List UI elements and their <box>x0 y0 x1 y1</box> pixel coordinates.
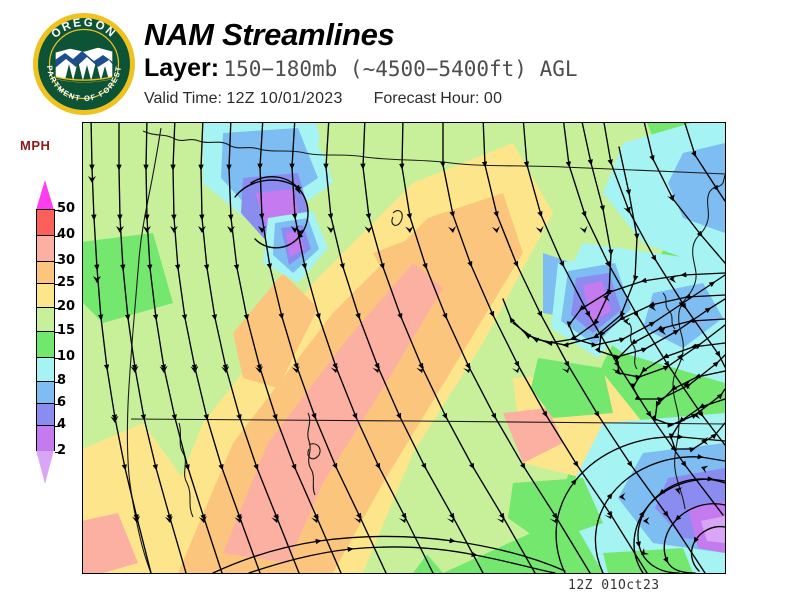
layer-value: 150−180mb (~4500−5400ft) AGL <box>223 57 578 81</box>
colorbar-band-30: 30 <box>36 253 75 283</box>
colorbar-band-40: 40 <box>36 227 75 261</box>
valid-time-label: Valid Time: <box>144 90 222 107</box>
colorbar-units-label: MPH <box>20 138 51 153</box>
colorbar-tick-label-40: 40 <box>57 227 76 242</box>
colorbar-tickmark-20 <box>55 308 60 309</box>
colorbar-tick-label-25: 25 <box>57 275 76 290</box>
colorbar-tickmark-2 <box>55 452 60 453</box>
colorbar-over-arrow <box>36 180 54 210</box>
colorbar-tick-label-8: 8 <box>57 373 67 388</box>
colorbar-tick-label-6: 6 <box>57 395 67 410</box>
colorbar-tickmark-10 <box>55 358 60 359</box>
map-timestamp: 12Z 01Oct23 <box>568 578 660 593</box>
streamline-map[interactable] <box>82 122 726 574</box>
map-canvas <box>83 123 725 573</box>
colorbar-band-20: 20 <box>36 299 75 331</box>
colorbar-tickmark-15 <box>55 332 60 333</box>
page-title: NAM Streamlines <box>144 17 395 52</box>
colorbar-tickmark-6 <box>55 404 60 405</box>
page-header: OREGON DEPARTMENT OF FORESTRY NAM Stream… <box>0 0 800 120</box>
streamline-arrow-glyphs <box>88 176 709 555</box>
colorbar-band-8: 8 <box>36 373 66 403</box>
forecast-hour-label: Forecast Hour: <box>373 90 480 107</box>
colorbar-tick-label-50: 50 <box>57 201 76 216</box>
colorbar-tickmark-25 <box>55 284 60 285</box>
colorbar-stack: 50 40 30 25 20 15 10 8 6 4 2 <box>36 180 75 484</box>
colorbar-tick-label-15: 15 <box>57 323 76 338</box>
title-block: NAM Streamlines Layer: 150−180mb (~4500−… <box>144 18 578 108</box>
colorbar-tickmark-40 <box>55 236 60 237</box>
colorbar-tick-label-2: 2 <box>57 443 67 458</box>
colorbar-tickmark-30 <box>55 262 60 263</box>
layer-line: Layer: 150−180mb (~4500−5400ft) AGL <box>144 53 578 87</box>
wind-speed-colorbar: MPH 50 40 30 25 20 15 10 8 6 4 2 <box>8 138 80 538</box>
colorbar-tickmark-4 <box>55 426 60 427</box>
colorbar-tick-label-30: 30 <box>57 253 76 268</box>
colorbar-band-10: 10 <box>36 349 75 381</box>
colorbar-tick-label-20: 20 <box>57 299 76 314</box>
colorbar-band-25: 25 <box>36 275 75 307</box>
colorbar-band-6: 6 <box>36 395 66 425</box>
forecast-hour-value: 00 <box>483 90 503 107</box>
colorbar-tickmark-8 <box>55 382 60 383</box>
colorbar-tick-label-10: 10 <box>57 349 76 364</box>
valid-time-line: Valid Time: 12Z 10/01/2023 Forecast Hour… <box>144 90 578 108</box>
oregon-department-of-forestry-seal-icon: OREGON DEPARTMENT OF FORESTRY <box>32 12 135 115</box>
colorbar-under-arrow <box>36 450 54 484</box>
valid-time-value: 12Z 10/01/2023 <box>226 90 343 107</box>
layer-label: Layer: <box>144 54 220 82</box>
colorbar-band-50: 50 <box>36 201 75 235</box>
colorbar-tick-label-4: 4 <box>57 417 67 432</box>
colorbar-tickmark-50 <box>55 210 60 211</box>
colorbar-band-15: 15 <box>36 323 75 357</box>
